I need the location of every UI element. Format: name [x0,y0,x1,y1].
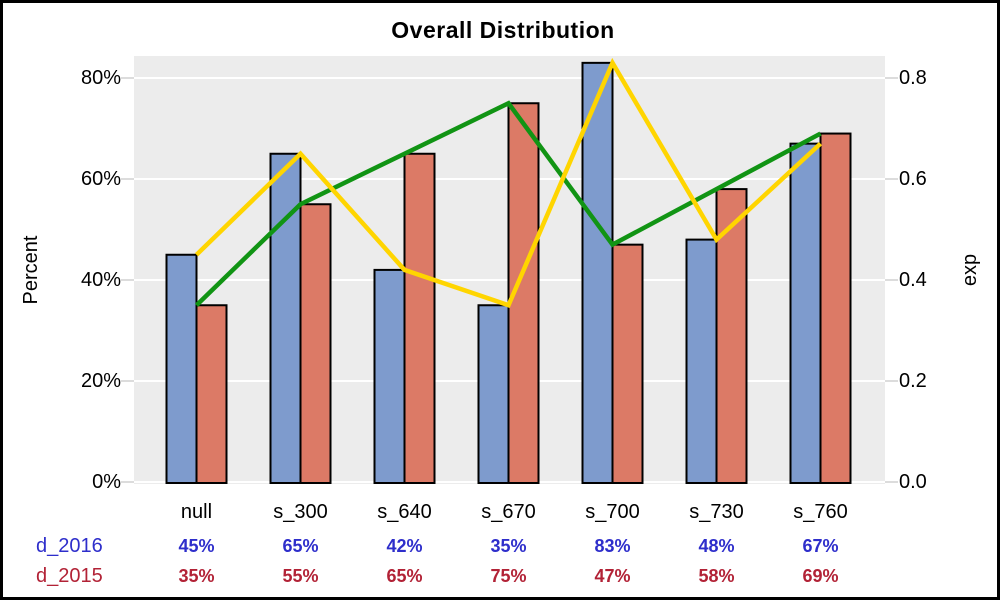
bar-d_2016-s_670 [477,304,510,484]
left-axis-tick-label: 60% [80,168,121,190]
table-value-d_2016-null: 45% [178,536,215,556]
table-value-d_2015-s_300: 55% [282,566,319,586]
plot-area [121,56,898,485]
category-label-s_760: s_760 [793,501,848,523]
table-value-d_2015-s_670: 75% [490,566,527,586]
table-value-d_2015-null: 35% [178,566,215,586]
table-value-d_2016-s_730: 48% [698,536,735,556]
category-label-s_670: s_670 [481,501,536,523]
bar-d_2016-s_730 [685,238,718,484]
bar-d_2016-s_300 [269,152,302,484]
right-axis-tick-label: 0.8 [899,67,927,89]
bar-d_2015-s_700 [611,243,644,484]
category-label-s_730: s_730 [689,501,744,523]
left-axis-tick-label: 20% [80,370,121,392]
right-axis-tick-label: 0.2 [899,370,927,392]
bar-d_2015-s_670 [507,102,540,484]
table-value-d_2016-s_670: 35% [490,536,527,556]
right-axis-tick-label: 0.6 [899,168,927,190]
right-axis-tick-label: 0.4 [899,269,927,291]
category-label-s_300: s_300 [273,501,328,523]
table-row-label-d_2015: d_2015 [36,565,103,587]
left-axis-tick-label: 40% [80,269,121,291]
table-value-d_2015-s_700: 47% [594,566,631,586]
line-d_2016 [194,57,823,309]
table-value-d_2016-s_300: 65% [282,536,319,556]
chart-title: Overall Distribution [391,17,615,43]
bar-d_2015-s_300 [299,203,332,484]
right-axis-title: exp [959,253,981,287]
bar-d_2015-null [195,304,228,484]
right-axis-tick-label: 0.0 [899,471,927,493]
left-axis-tick-label: 80% [80,67,121,89]
bar-d_2016-s_760 [789,142,822,484]
left-axis-title: Percent [20,235,42,305]
category-label-s_700: s_700 [585,501,640,523]
bar-d_2015-s_730 [715,188,748,484]
bar-d_2016-s_640 [373,268,406,484]
line-d_2015 [194,100,822,307]
table-value-d_2016-s_640: 42% [386,536,423,556]
left-axis-tick-label: 0% [92,471,121,493]
category-label-null: null [180,501,213,523]
table-row-label-d_2016: d_2016 [36,535,103,557]
category-label-s_640: s_640 [377,501,432,523]
bar-d_2016-null [165,253,198,484]
table-value-d_2016-s_700: 83% [594,536,631,556]
table-value-d_2015-s_760: 69% [802,566,839,586]
bar-d_2015-s_760 [819,132,852,485]
table-value-d_2015-s_730: 58% [698,566,735,586]
table-value-d_2016-s_760: 67% [802,536,839,556]
bar-d_2015-s_640 [403,152,436,484]
table-value-d_2015-s_640: 65% [386,566,423,586]
